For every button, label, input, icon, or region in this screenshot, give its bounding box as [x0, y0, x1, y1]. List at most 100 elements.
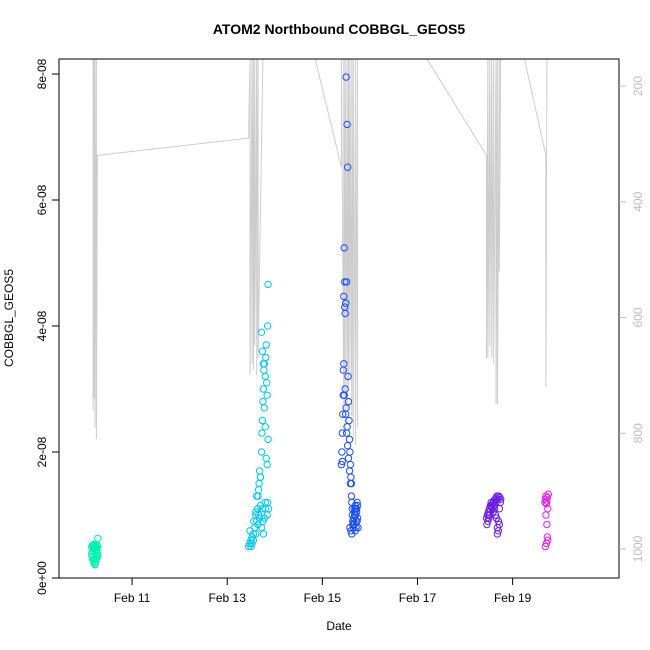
- data-point: [543, 497, 551, 505]
- data-point: [543, 520, 551, 529]
- y2-tick-label: 800: [631, 423, 645, 443]
- data-point: [342, 73, 350, 81]
- data-point: [344, 372, 352, 381]
- series-2: [244, 280, 273, 551]
- series-3: [337, 73, 362, 538]
- data-points-layer: [87, 73, 552, 569]
- data-point: [342, 429, 351, 437]
- data-point: [258, 505, 267, 513]
- data-point: [492, 494, 500, 502]
- data-point: [262, 454, 270, 462]
- data-point: [340, 292, 348, 301]
- series-1: [87, 534, 102, 569]
- data-point: [261, 372, 269, 381]
- data-point: [257, 448, 266, 456]
- data-point: [94, 542, 102, 551]
- data-point: [351, 505, 360, 513]
- data-point: [345, 416, 353, 425]
- data-point: [339, 366, 347, 374]
- y-tick-label: 0e+00: [35, 561, 49, 595]
- data-point: [353, 514, 362, 522]
- pressure-trace-line: [92, 58, 548, 445]
- data-point: [253, 492, 261, 500]
- y2-tick-label: 400: [631, 191, 645, 211]
- y-tick-label: 2e-08: [35, 436, 49, 467]
- data-point: [249, 536, 258, 544]
- data-point: [342, 410, 350, 418]
- data-point: [340, 391, 348, 399]
- data-point: [263, 322, 272, 330]
- series-5: [541, 490, 552, 551]
- y-axis-right-pressure: 200 400 600 800 1000: [619, 76, 645, 562]
- x-tick-label: Feb 15: [304, 591, 342, 605]
- data-point: [493, 530, 502, 538]
- data-point: [338, 448, 346, 456]
- data-point: [343, 120, 351, 129]
- data-point: [264, 280, 272, 289]
- data-point: [342, 278, 351, 286]
- x-tick-label: Feb 19: [494, 591, 532, 605]
- data-point: [346, 448, 354, 456]
- data-point: [348, 530, 356, 538]
- data-point: [254, 486, 263, 494]
- data-point: [343, 163, 352, 171]
- data-point: [346, 460, 355, 469]
- data-point: [91, 549, 99, 557]
- data-point: [485, 514, 493, 522]
- pressure-trace-layer: [92, 58, 548, 445]
- x-tick-label: Feb 17: [399, 591, 437, 605]
- y2-tick-label: 200: [631, 76, 645, 96]
- data-point: [263, 379, 271, 387]
- x-tick-label: Feb 11: [114, 591, 151, 605]
- x-tick-label: Feb 13: [209, 591, 247, 605]
- x-axis: Feb 11 Feb 13 Feb 15 Feb 17 Feb 19: [114, 578, 532, 605]
- data-point: [544, 490, 552, 498]
- data-point: [485, 511, 493, 519]
- data-point: [258, 429, 266, 437]
- data-point: [347, 473, 355, 481]
- data-point: [343, 442, 352, 450]
- data-point: [347, 492, 356, 500]
- data-point: [337, 460, 346, 469]
- data-point: [260, 366, 268, 374]
- data-point: [254, 511, 263, 519]
- data-point: [261, 505, 269, 513]
- data-point: [258, 347, 267, 355]
- plot-frame: [58, 58, 620, 579]
- data-point: [489, 498, 498, 507]
- data-point: [483, 520, 491, 529]
- data-point: [342, 299, 350, 307]
- data-point: [344, 397, 353, 406]
- y-tick-label: 4e-08: [35, 310, 49, 341]
- data-point: [340, 244, 348, 252]
- data-point: [255, 467, 264, 475]
- data-point: [264, 435, 272, 444]
- data-point: [341, 309, 349, 318]
- data-point: [262, 341, 270, 349]
- data-point: [494, 517, 503, 525]
- data-point: [346, 479, 355, 488]
- data-point: [541, 542, 550, 551]
- y2-tick-label: 600: [631, 307, 645, 327]
- data-point: [255, 479, 263, 488]
- data-point: [256, 473, 265, 481]
- data-point: [341, 278, 349, 286]
- data-point: [497, 495, 505, 503]
- data-point: [350, 514, 358, 522]
- data-point: [259, 385, 268, 393]
- data-point: [542, 511, 550, 519]
- data-point: [495, 505, 503, 513]
- data-point: [260, 404, 268, 412]
- data-point: [345, 467, 354, 475]
- data-point: [263, 391, 271, 399]
- data-point: [339, 410, 347, 418]
- data-point: [257, 328, 266, 336]
- data-point: [259, 360, 268, 368]
- data-point: [338, 429, 346, 437]
- data-point: [91, 561, 99, 569]
- y-axis-left: 0e+00 2e-08 4e-08 6e-08 8e-08: [35, 58, 59, 595]
- data-point: [260, 514, 268, 522]
- data-point: [263, 498, 272, 507]
- y-tick-label: 8e-08: [35, 58, 49, 89]
